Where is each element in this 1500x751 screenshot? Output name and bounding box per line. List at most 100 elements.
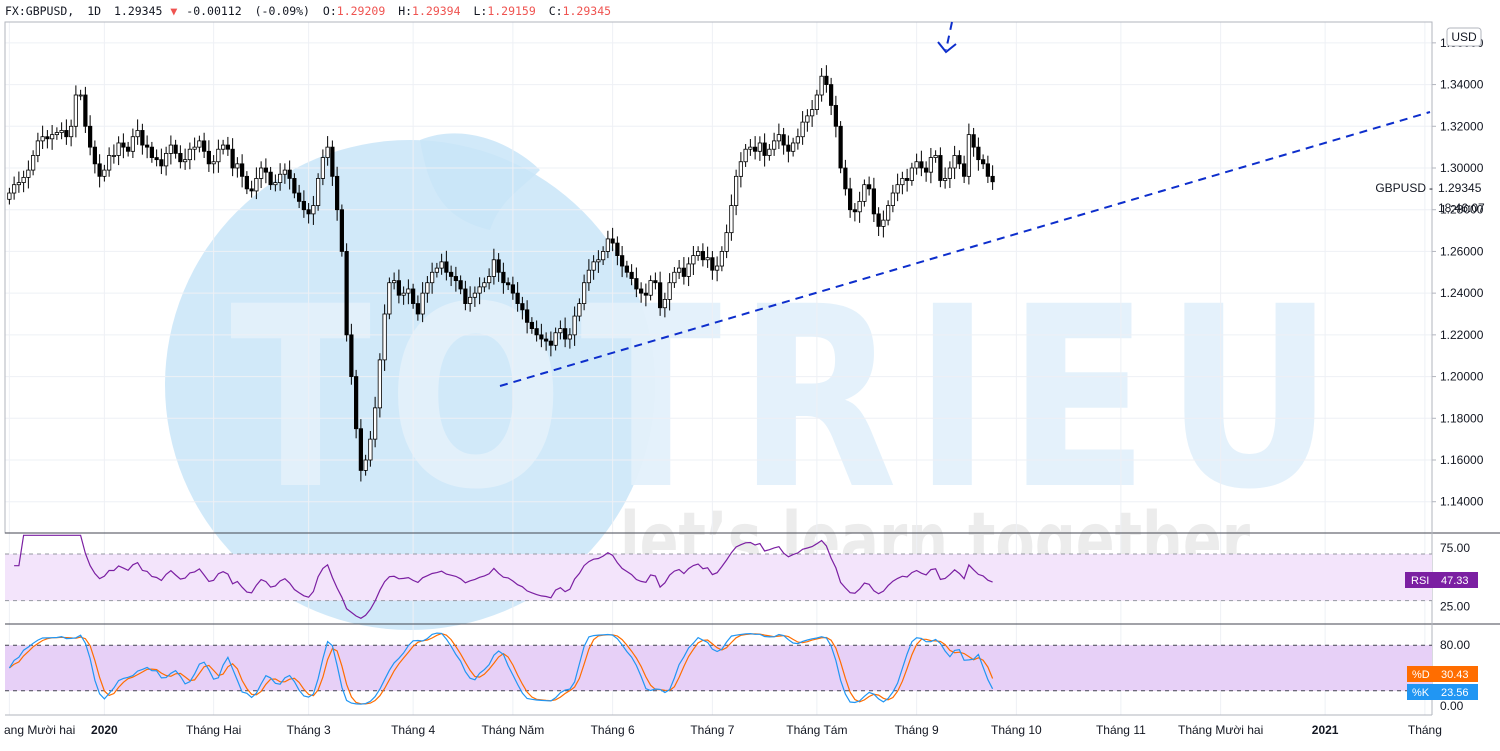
- candle: [358, 419, 363, 482]
- candle: [924, 161, 929, 182]
- candle-body-down: [449, 271, 454, 277]
- candle-body-up: [468, 296, 473, 304]
- currency-button[interactable]: USD: [1446, 27, 1482, 47]
- candle: [753, 136, 758, 160]
- candle-body-up: [12, 184, 17, 194]
- candle-body-up: [168, 144, 173, 154]
- candle-body-up: [724, 232, 729, 252]
- candle: [235, 157, 240, 178]
- symbol-legend[interactable]: FX:GBPUSD, 1D 1.29345 ▼ -0.00112 (-0.09%…: [5, 4, 611, 18]
- candle-body-up: [107, 155, 112, 171]
- candle: [387, 277, 392, 320]
- candle: [567, 328, 572, 349]
- candle: [962, 155, 967, 184]
- candle: [719, 246, 724, 272]
- candle: [933, 150, 938, 163]
- candle: [715, 256, 720, 282]
- candle: [178, 145, 183, 169]
- candle-body-up: [130, 136, 135, 152]
- candle: [520, 296, 525, 320]
- candle-body-down: [140, 130, 145, 146]
- candle: [45, 130, 50, 149]
- candle-body-up: [881, 219, 886, 227]
- trendline-drawings[interactable]: [499, 21, 1431, 387]
- candle-body-down: [829, 84, 834, 106]
- candle-body-up: [35, 140, 40, 156]
- price-tag-symbol: GBPUSD: [1375, 181, 1426, 195]
- legend-low-label: L:: [473, 4, 487, 18]
- candle-body-up: [254, 178, 259, 192]
- candle: [525, 300, 530, 334]
- rsi-line: [14, 534, 993, 619]
- arrow-trendline[interactable]: [945, 21, 953, 51]
- time-tick-label: Tháng: [1408, 723, 1442, 737]
- candle-body-down: [624, 265, 629, 273]
- candle: [377, 353, 382, 418]
- candle-body-down: [539, 334, 544, 340]
- time-tick-label: Tháng Hai: [186, 723, 241, 737]
- rsi-band-fill: [5, 554, 1432, 601]
- candle-body-up: [767, 148, 772, 156]
- legend-symbol[interactable]: FX:GBPUSD,: [5, 4, 74, 18]
- time-tick-label: Tháng 6: [591, 723, 635, 737]
- candle-body-down: [753, 146, 758, 152]
- candle-body-down: [971, 134, 976, 148]
- candle: [130, 128, 135, 158]
- candle-body-up: [363, 459, 368, 471]
- stoch-band-fill: [5, 645, 1432, 691]
- candle-body-down: [563, 328, 568, 340]
- candle-body-up: [278, 173, 283, 183]
- currency-button-label[interactable]: USD: [1451, 30, 1477, 44]
- candle-body-down: [786, 144, 791, 152]
- candle-body-down: [534, 328, 539, 336]
- candle: [757, 136, 762, 161]
- candle: [35, 132, 40, 163]
- legend-interval[interactable]: 1D: [87, 4, 101, 18]
- candle-body-up: [947, 167, 952, 179]
- candle-body-up: [164, 152, 169, 167]
- candle: [691, 246, 696, 275]
- candle: [686, 257, 691, 287]
- candle-body-down: [159, 159, 164, 167]
- candle-body-up: [857, 200, 862, 213]
- candle-body-up: [900, 178, 905, 186]
- candle-body-down: [358, 428, 363, 471]
- candle: [168, 135, 173, 165]
- candle: [966, 123, 971, 185]
- candle-body-up: [211, 161, 216, 165]
- candle-body-down: [762, 142, 767, 156]
- candle-body-up: [819, 75, 824, 96]
- candle: [59, 122, 64, 140]
- candle: [895, 173, 900, 202]
- candle: [240, 154, 245, 188]
- candle-body-down: [506, 282, 511, 286]
- rsi-badge-value: 47.33: [1441, 575, 1469, 587]
- candle: [12, 176, 17, 200]
- candle-body-up: [943, 178, 948, 181]
- candle: [700, 243, 705, 267]
- candle: [629, 264, 634, 286]
- candle-body-up: [558, 328, 563, 334]
- candle: [183, 148, 188, 170]
- price-tick-label: 1.22000: [1440, 328, 1484, 342]
- candle: [349, 323, 354, 385]
- candle: [643, 283, 648, 307]
- candle: [287, 160, 292, 190]
- support-trendline[interactable]: [499, 111, 1431, 387]
- candle-body-up: [273, 182, 278, 186]
- stoch-tick-label: 0.00: [1440, 699, 1464, 713]
- candle: [406, 279, 411, 305]
- candle: [92, 140, 97, 174]
- candle: [373, 396, 378, 448]
- currency-button-box[interactable]: [1446, 27, 1482, 47]
- candle-body-down: [610, 238, 615, 244]
- candle-body-down: [149, 146, 154, 158]
- candle-body-up: [21, 176, 26, 183]
- candle: [971, 127, 976, 157]
- candle: [31, 150, 36, 176]
- price-tag-dash: -: [1429, 181, 1433, 195]
- candle: [890, 184, 895, 213]
- candle: [582, 274, 587, 311]
- candle-body-down: [263, 167, 268, 173]
